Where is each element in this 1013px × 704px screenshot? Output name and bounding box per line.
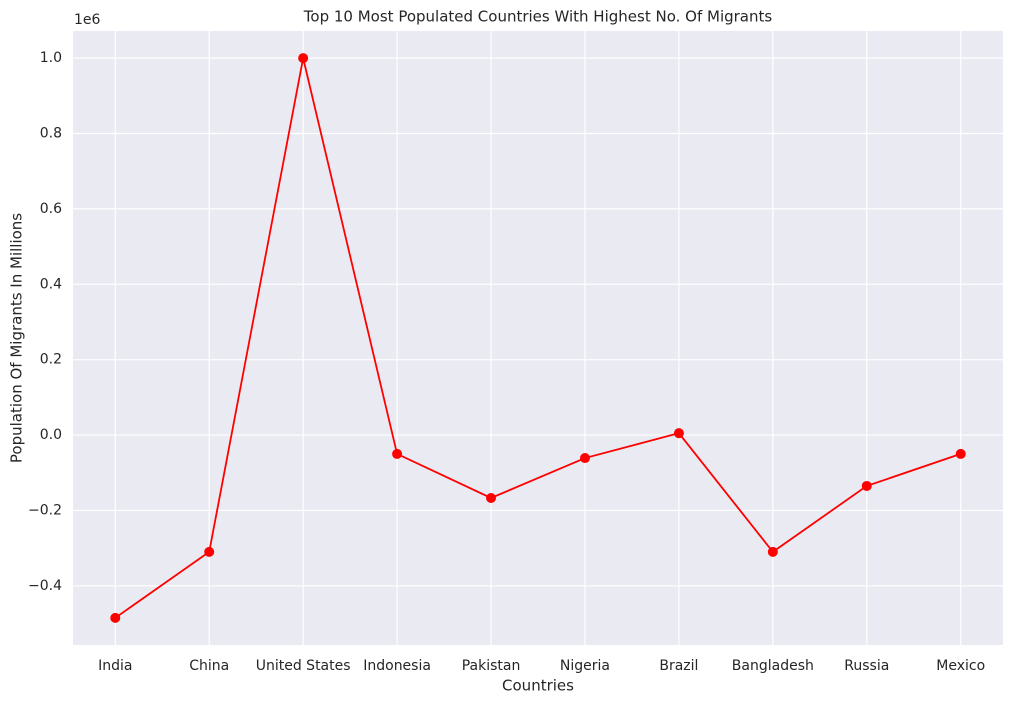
chart-title: Top 10 Most Populated Countries With Hig…: [303, 8, 773, 26]
y-tick-label: 0.8: [40, 126, 62, 142]
data-point: [486, 493, 497, 504]
data-point: [861, 480, 872, 491]
x-tick-label: India: [98, 658, 132, 674]
x-tick-label: Bangladesh: [732, 658, 814, 674]
x-tick-label: Mexico: [936, 658, 985, 674]
y-tick-label: 0.2: [40, 352, 62, 368]
y-tick-label: 0.0: [40, 427, 62, 443]
y-tick-label: 0.4: [40, 276, 62, 292]
x-tick-label: Indonesia: [363, 658, 431, 674]
y-axis-label: Population Of Migrants In Millions: [8, 213, 26, 463]
data-point: [955, 448, 966, 459]
y-tick-label: 1.0: [40, 50, 62, 66]
data-point: [204, 546, 215, 557]
y-offset-label: 1e6: [74, 12, 101, 28]
x-tick-label: China: [189, 658, 229, 674]
x-tick-label: Nigeria: [560, 658, 610, 674]
y-tick-label: −0.2: [28, 502, 62, 518]
data-point: [110, 612, 121, 623]
y-tick-label: 0.6: [40, 201, 62, 217]
data-point: [673, 428, 684, 439]
data-point: [767, 546, 778, 557]
y-tick-label: −0.4: [28, 578, 62, 594]
x-tick-label: United States: [256, 658, 351, 674]
data-point: [298, 53, 309, 64]
data-point: [579, 453, 590, 464]
x-tick-label: Russia: [844, 658, 889, 674]
data-line: [114, 57, 962, 619]
x-tick-label: Pakistan: [462, 658, 521, 674]
x-tick-label: Brazil: [659, 658, 698, 674]
x-axis-label: Countries: [502, 677, 574, 695]
data-point: [392, 448, 403, 459]
